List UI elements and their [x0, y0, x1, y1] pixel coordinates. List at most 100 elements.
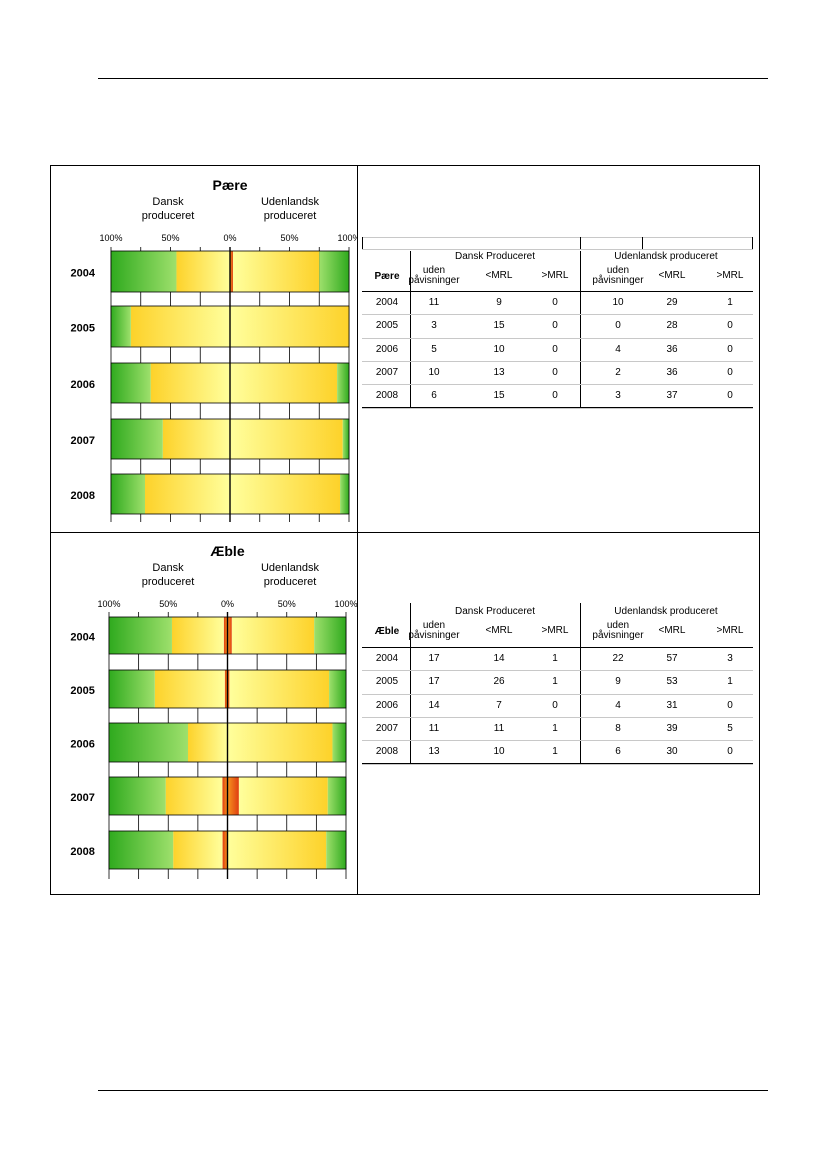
table-cell: 11: [428, 722, 440, 734]
column-header: >MRL: [541, 270, 569, 281]
category-label: 2004: [71, 268, 96, 280]
left-group-label: produceret: [142, 210, 195, 222]
table-cell: 0: [552, 320, 558, 332]
table-cell: 6: [615, 746, 621, 758]
bar-udenlandsk-2004-1: [232, 251, 320, 292]
table-cell: 28: [666, 320, 678, 332]
empty-header-divider: [642, 237, 643, 249]
empty-header-divider: [580, 237, 581, 249]
tick-label: 50%: [159, 599, 177, 609]
bar-udenlandsk-2006-0: [337, 363, 349, 403]
table-cell: 10: [612, 297, 624, 308]
row-rule: [362, 360, 753, 362]
row-year: 2008: [375, 390, 399, 402]
table-cell: 0: [552, 366, 558, 378]
bar-dansk-2007-1: [162, 419, 230, 459]
bar-dansk-2005-0: [109, 670, 155, 708]
bar-dansk-2006-0: [111, 363, 151, 403]
header-rule: [362, 647, 753, 648]
table-cell: 0: [727, 343, 733, 355]
table-cell: 9: [615, 676, 621, 688]
table-cell: 13: [493, 366, 505, 378]
header-rule: [362, 291, 753, 292]
table-bottom-rule: [362, 762, 753, 764]
bar-udenlandsk-2004-0: [319, 251, 349, 292]
bar-dansk-2005-2: [224, 670, 228, 708]
bar-udenlandsk-2004-0: [314, 617, 346, 654]
table-cell: 10: [428, 366, 440, 378]
row-year: 2007: [375, 366, 399, 378]
chart-title: Pære: [212, 177, 247, 193]
table-cell: 5: [727, 722, 733, 734]
bar-udenlandsk-2004-1: [231, 617, 315, 654]
chart-aeble: Æble Dansk produceret Udenlandsk produceret 1…: [70, 543, 357, 879]
table-cell: 4: [615, 699, 621, 711]
bar-udenlandsk-2004-2: [230, 251, 233, 292]
table-cell: 1: [727, 676, 733, 688]
column-header: påvisninger: [408, 630, 460, 641]
column-header: <MRL: [485, 625, 513, 636]
column-header: uden: [606, 265, 630, 276]
category-label: 2006: [71, 379, 95, 391]
column-header: påvisninger: [592, 275, 644, 286]
table-cell: 5: [431, 343, 437, 355]
row-rule: [362, 740, 753, 742]
table-cell: 9: [496, 297, 502, 308]
table-divider: [580, 251, 581, 408]
bar-dansk-2006-1: [188, 723, 228, 762]
bar-dansk-2007-2: [222, 777, 228, 815]
bar-udenlandsk-2004-2: [227, 617, 232, 654]
bar-udenlandsk-2005-1: [229, 670, 330, 708]
table-cell: 29: [666, 297, 678, 308]
row-year: 2004: [375, 297, 399, 308]
right-group-label: Udenlandsk: [261, 196, 320, 208]
category-label: 2007: [71, 435, 95, 447]
table-cell: 1: [552, 722, 558, 734]
category-label: 2005: [70, 685, 94, 697]
row-rule: [362, 337, 753, 339]
table-cell: 57: [666, 653, 678, 664]
bar-udenlandsk-2008-0: [340, 474, 349, 514]
bar-udenlandsk-2007-1: [238, 777, 328, 815]
table-cell: 26: [493, 676, 505, 688]
bar-dansk-2008-0: [111, 474, 145, 514]
table-cell: 11: [493, 722, 505, 734]
empty-header-bottom: [362, 249, 753, 250]
bar-dansk-2005-0: [111, 306, 131, 347]
bar-dansk-2005-1: [130, 306, 230, 347]
table-cell: 0: [727, 746, 733, 758]
column-header: uden: [422, 620, 446, 631]
tick-label: 100%: [334, 599, 357, 609]
right-group-label: produceret: [264, 210, 317, 222]
bar-udenlandsk-2008-1: [230, 474, 341, 514]
row-rule: [362, 314, 753, 316]
category-label: 2008: [71, 490, 95, 502]
table-cell: 14: [428, 699, 440, 711]
row-rule: [362, 716, 753, 718]
empty-header-divider: [362, 237, 363, 249]
table-cell: 1: [552, 746, 558, 758]
category-label: 2004: [70, 632, 95, 644]
bar-udenlandsk-2007-0: [342, 419, 349, 459]
tick-label: 50%: [161, 233, 179, 243]
table-cell: 0: [552, 699, 558, 711]
table-cell: 0: [552, 390, 558, 402]
tick-label: 50%: [278, 599, 296, 609]
table-aeble: Dansk Produceret Udenlandsk produceret Æbl…: [362, 603, 753, 766]
bar-udenlandsk-2008-0: [326, 831, 346, 869]
table-cell: 1: [552, 653, 558, 664]
chart-title: Æble: [210, 543, 244, 559]
table-cell: 13: [428, 746, 440, 758]
table-cell: 10: [493, 343, 505, 355]
bar-udenlandsk-2005-2: [227, 670, 230, 708]
left-group-label: Dansk: [152, 562, 184, 574]
table-cell: 1: [727, 297, 733, 308]
tick-label: 0%: [223, 233, 236, 243]
tick-label: 50%: [280, 233, 298, 243]
tick-label: 100%: [99, 233, 122, 243]
table-cell: 0: [727, 699, 733, 711]
bar-dansk-2007-1: [165, 777, 223, 815]
right-group-label: Udenlandsk: [261, 562, 320, 574]
table-cell: 30: [666, 746, 678, 758]
table-cell: 14: [493, 653, 505, 664]
